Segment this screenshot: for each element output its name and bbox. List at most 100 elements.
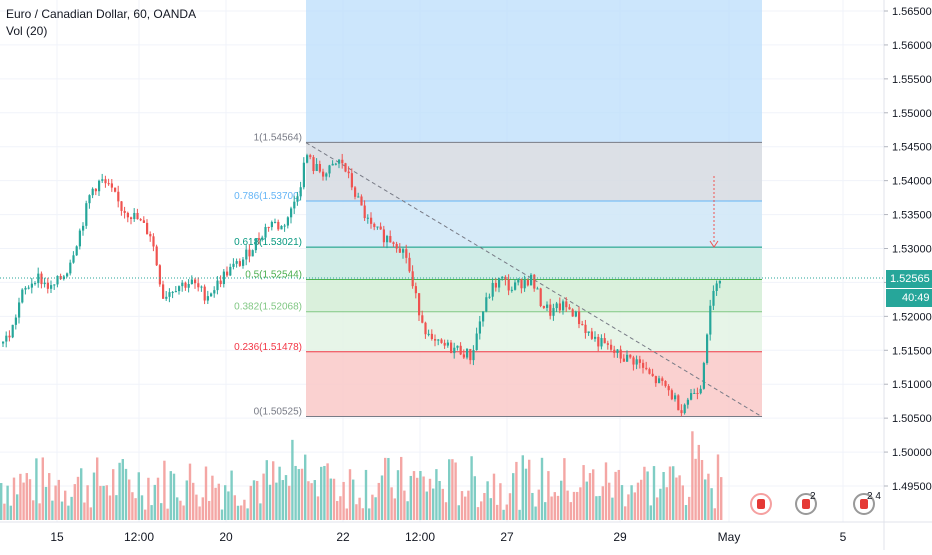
candle-body <box>168 292 171 297</box>
candle-body <box>72 255 75 263</box>
candle-body <box>34 283 37 285</box>
candle-body <box>446 342 449 346</box>
candle-body <box>142 220 145 223</box>
volume-bar <box>51 500 54 520</box>
volume-bar <box>246 508 249 520</box>
volume-bar <box>553 492 556 520</box>
candle-body <box>491 282 494 297</box>
volume-bar <box>652 466 656 520</box>
volume-bar <box>236 505 240 520</box>
candle-body <box>155 246 158 266</box>
candle-body <box>475 333 478 351</box>
fib-zone <box>306 311 762 352</box>
candle-body <box>331 163 334 166</box>
volume-bar <box>67 505 70 520</box>
candle-body <box>418 293 421 316</box>
volume-bar <box>0 483 3 520</box>
time-tick-label: 29 <box>613 530 627 544</box>
earnings-event-icon[interactable] <box>853 493 875 515</box>
volume-bar <box>636 482 640 520</box>
candle-body <box>386 235 389 243</box>
fib-level-label: 0(1.50525) <box>254 406 302 417</box>
candle-body <box>645 367 648 370</box>
volume-bar <box>601 486 604 520</box>
volume-bar <box>262 473 265 520</box>
candle-body <box>456 345 459 348</box>
volume-bar <box>182 505 185 520</box>
volume-bar <box>435 469 438 520</box>
volume-bar <box>537 489 540 520</box>
volume-bar <box>86 485 89 520</box>
volume-bars <box>0 431 723 520</box>
volume-bar <box>569 502 572 520</box>
volume-bar <box>96 457 99 520</box>
price-tick-label: 1.55000 <box>892 108 932 120</box>
volume-bar <box>505 504 508 520</box>
candle-body <box>360 196 363 206</box>
candle-body <box>562 301 565 311</box>
volume-bar <box>224 485 227 520</box>
price-tick-label: 1.52000 <box>892 311 932 323</box>
candle-body <box>216 280 219 291</box>
candle-body <box>98 180 101 192</box>
volume-bar <box>521 455 524 520</box>
volume-bar <box>339 496 342 520</box>
volume-bar <box>467 490 470 520</box>
flag-event-icon[interactable] <box>750 493 772 515</box>
candle-body <box>366 217 369 219</box>
candle-body <box>402 249 405 253</box>
candle-body <box>622 358 625 362</box>
candle-body <box>469 348 472 361</box>
volume-bar <box>342 481 345 520</box>
volume-bar <box>307 481 310 520</box>
candle-body <box>443 342 446 346</box>
volume-bar <box>352 479 355 520</box>
candle-body <box>264 227 267 238</box>
volume-bar <box>502 509 505 520</box>
volume-bar <box>361 508 364 520</box>
candle-body <box>203 286 206 301</box>
volume-bar <box>70 496 73 520</box>
earnings-event-icon[interactable] <box>795 493 817 515</box>
candle-body <box>680 410 683 414</box>
volume-bar <box>489 498 492 520</box>
symbol-title[interactable]: Euro / Canadian Dollar, 60, OANDA <box>6 7 197 21</box>
candle-body <box>533 274 536 289</box>
candle-body <box>405 249 408 258</box>
candle-body <box>370 217 373 224</box>
volume-bar <box>524 468 528 520</box>
volume-bar <box>406 501 409 520</box>
candle-body <box>699 388 702 394</box>
price-tick-label: 1.53500 <box>892 210 932 222</box>
volume-bar <box>134 498 137 520</box>
candle-body <box>322 171 325 177</box>
candle-body <box>568 307 571 310</box>
volume-bar <box>704 479 707 520</box>
price-tick-label: 1.51500 <box>892 345 932 357</box>
volume-indicator-label[interactable]: Vol (20) <box>6 24 48 38</box>
volume-bar <box>499 483 502 520</box>
volume-bar <box>124 468 128 520</box>
volume-bar <box>220 509 224 520</box>
volume-bar <box>409 475 412 520</box>
volume-bar <box>60 501 64 520</box>
candle-body <box>40 273 43 285</box>
volume-bar <box>348 469 352 520</box>
volume-bar <box>6 485 9 520</box>
volume-bar <box>160 503 163 520</box>
candle-body <box>338 159 341 164</box>
candle-body <box>174 291 177 293</box>
candle-body <box>158 265 161 285</box>
volume-bar <box>480 501 483 520</box>
candle-body <box>146 222 149 235</box>
current-price-value: 1.52565 <box>890 273 930 285</box>
candle-body <box>482 311 485 322</box>
candle-body <box>130 217 133 220</box>
volume-bar <box>201 497 204 520</box>
candle-body <box>50 285 53 289</box>
volume-bar <box>377 482 380 520</box>
candle-body <box>267 227 270 229</box>
candle-body <box>517 279 520 283</box>
